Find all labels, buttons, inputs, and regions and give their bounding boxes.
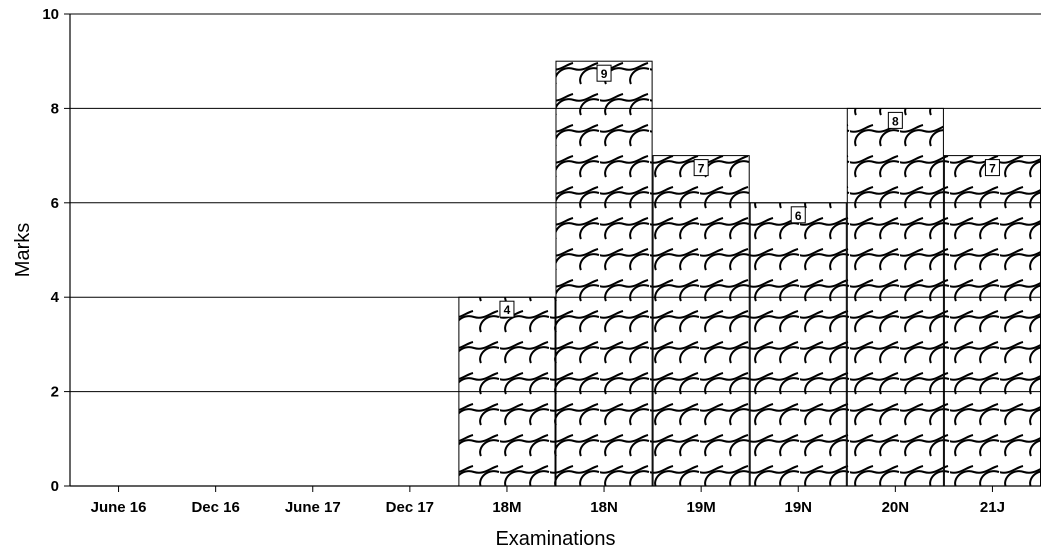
x-tick-label: Dec 17 [386, 499, 434, 516]
bar [846, 107, 944, 487]
x-tick-label: 18N [590, 499, 618, 516]
x-tick-label: 19N [784, 499, 812, 516]
x-tick-label: Dec 16 [191, 499, 239, 516]
x-tick-label: 19M [687, 499, 716, 516]
x-tick-label: June 17 [285, 499, 341, 516]
y-tick-label: 0 [51, 478, 59, 495]
data-label: 6 [795, 209, 802, 223]
y-axis-title: Marks [12, 223, 34, 277]
bar [652, 155, 750, 487]
bars [458, 60, 1041, 487]
data-label-box [596, 64, 612, 82]
data-label-box [887, 111, 903, 129]
x-tick-label: 21J [980, 499, 1005, 516]
bar [555, 60, 653, 487]
x-tick-label: 20N [882, 499, 910, 516]
data-label-box [693, 159, 709, 177]
y-tick-label: 10 [42, 6, 59, 23]
bar [943, 155, 1041, 487]
data-label-box [984, 159, 1000, 177]
x-tick-label: June 16 [91, 499, 147, 516]
y-tick-label: 6 [51, 195, 59, 212]
data-label: 4 [504, 303, 511, 317]
x-axis-title: Examinations [495, 528, 615, 550]
data-label: 7 [698, 162, 705, 176]
bar [749, 202, 847, 487]
data-label: 7 [989, 162, 996, 176]
labels: 0 2 4 6 8 10 June 16 Dec 16 June 17 Dec 17 4 18M 9 18… [42, 6, 1005, 516]
data-label-box [499, 300, 515, 318]
x-tick-label: 18M [492, 499, 521, 516]
data-label: 9 [601, 67, 608, 81]
y-tick-label: 8 [51, 100, 59, 117]
y-tick-label: 2 [51, 384, 59, 401]
axes [64, 13, 1041, 492]
data-label: 8 [892, 114, 899, 128]
y-tick-label: 4 [51, 289, 60, 306]
data-label-box [790, 206, 806, 224]
bar [458, 296, 556, 487]
